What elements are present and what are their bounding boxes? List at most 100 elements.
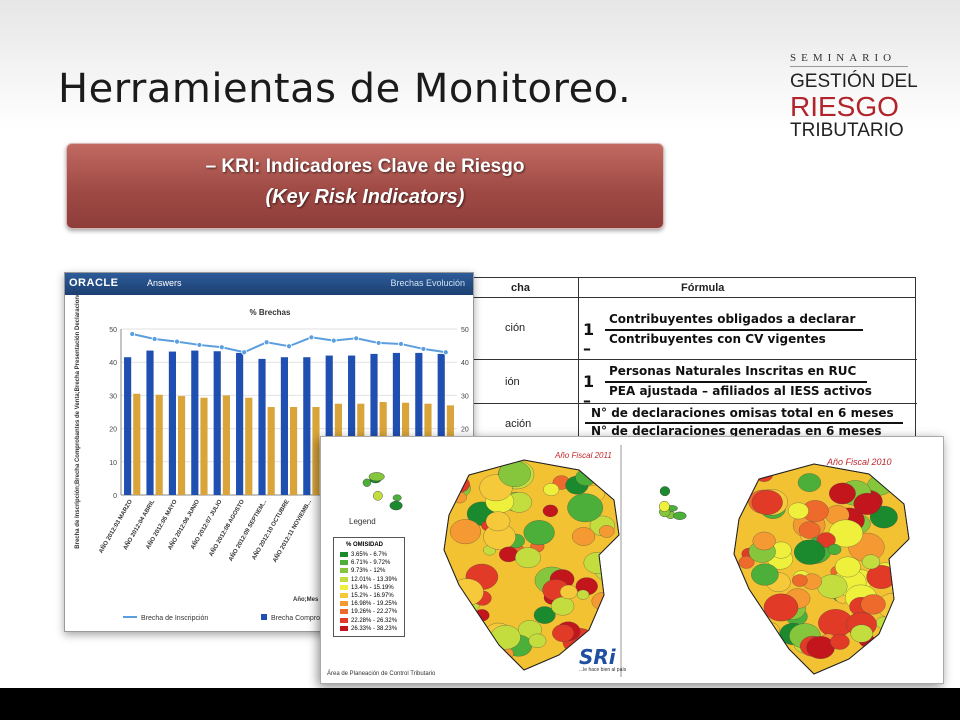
legend-item: 3.65% - 6.7%	[340, 552, 387, 559]
region	[834, 556, 861, 578]
island	[392, 494, 402, 502]
point-inscripcion	[263, 339, 270, 346]
sri-tagline: ...le hace bien al país	[579, 667, 627, 673]
legend-item: 22.28% - 26.32%	[340, 617, 398, 625]
point-inscripcion	[218, 344, 225, 351]
formula-denominator: Contribuyentes con CV vigentes	[609, 332, 826, 346]
logo-seminario: SEMINARIO	[790, 52, 908, 67]
table-row: ación N° de declaraciones omisas total e…	[461, 404, 917, 446]
region	[738, 555, 755, 569]
region	[485, 511, 511, 532]
formula-table: cha Fórmula ción 1 – Contribuyentes obli…	[460, 277, 917, 446]
oracle-logo: ORACLE	[69, 277, 119, 289]
legend-heading: % OMISIDAD	[346, 542, 384, 548]
region	[598, 525, 615, 538]
legend-item: 12.01% - 13.39%	[340, 576, 397, 584]
map-2011	[362, 459, 620, 671]
region	[792, 574, 808, 587]
y-tick-label: 20	[109, 427, 117, 434]
x-tick-label: AÑO 2012:11 NOVIEMB...	[271, 498, 313, 564]
region	[533, 606, 556, 624]
region	[490, 625, 521, 650]
bar-comprobantes	[124, 357, 132, 495]
region	[576, 589, 590, 600]
point-inscripcion	[286, 343, 292, 350]
legend-label: 16.98% - 19.25%	[351, 601, 398, 608]
region	[830, 633, 850, 650]
x-tick-label: AÑO 2012:09 SEPTIEM...	[227, 498, 268, 562]
region	[515, 547, 541, 568]
bar-comprobantes	[236, 352, 244, 495]
region	[816, 532, 836, 548]
legend-label: 22.28% - 26.32%	[351, 617, 398, 624]
bar-comprobantes	[146, 350, 154, 495]
legend-swatch	[340, 560, 348, 566]
formula-denominator: N° de declaraciones generadas en 6 meses	[591, 424, 882, 438]
legend-item: 19.26% - 22.27%	[340, 609, 397, 616]
bar-presentacion	[200, 397, 208, 495]
region	[449, 519, 481, 545]
fraction-bar	[585, 422, 903, 424]
region	[498, 460, 531, 487]
y-tick-label: 10	[109, 460, 117, 467]
bar-comprobantes	[348, 355, 356, 495]
legend-item: 6.71% - 9.72%	[340, 560, 390, 567]
logo-gestion: GESTIÓN DEL	[790, 71, 918, 92]
column-divider	[578, 278, 579, 446]
bar-comprobantes	[370, 353, 378, 495]
island	[373, 490, 383, 501]
formula-numerator: Personas Naturales Inscritas en RUC	[609, 364, 857, 378]
formula-table-header: cha Fórmula	[461, 278, 915, 298]
region	[523, 520, 555, 546]
legend-label: 26.33% - 38.23%	[351, 625, 398, 632]
formula-one: 1 –	[583, 372, 595, 410]
y-tick-label: 0	[113, 493, 117, 500]
bar-comprobantes	[258, 358, 266, 495]
y2-tick-label: 50	[461, 327, 469, 334]
legend-item: 13.4% - 15.19%	[340, 584, 394, 592]
seminar-logo: SEMINARIO GESTIÓN DEL RIESGO TRIBUTARIO	[790, 52, 920, 141]
region	[794, 539, 826, 565]
y-tick-label: 40	[109, 360, 117, 367]
bar-presentacion	[133, 393, 141, 495]
slide-title: Herramientas de Monitoreo.	[58, 66, 632, 112]
y2-tick-label: 30	[461, 393, 469, 400]
bar-comprobantes	[415, 352, 423, 495]
map-legend: % OMISIDAD 3.65% - 6.7% 6.71% - 9.72% 9.73…	[333, 537, 405, 637]
map-year-2011: Año Fiscal 2011	[555, 451, 612, 460]
formula-denominator: PEA ajustada – afiliados al IESS activos	[609, 384, 872, 398]
region	[850, 624, 873, 643]
omisidad-map-panel: Año Fiscal 2011 Año Fiscal 2010 Legend %…	[320, 436, 944, 684]
region	[528, 633, 547, 648]
point-inscripcion	[174, 338, 180, 345]
oracle-product: Answers	[147, 278, 182, 288]
legend-item: 15.2% - 16.97%	[340, 593, 394, 600]
table-row: ción 1 – Contribuyentes obligados a decl…	[461, 298, 917, 360]
bar-comprobantes	[303, 357, 311, 495]
point-inscripcion	[375, 340, 382, 346]
logo-riesgo: RIESGO	[790, 91, 899, 122]
kri-callout: – KRI: Indicadores Clave de Riesgo (Key …	[66, 143, 664, 229]
point-inscripcion	[308, 334, 315, 341]
region	[559, 584, 578, 600]
country-border	[443, 459, 620, 671]
point-inscripcion	[129, 331, 136, 337]
region	[446, 641, 471, 662]
formula-numerator: Contribuyentes obligados a declarar	[609, 312, 856, 326]
region	[575, 469, 597, 486]
point-inscripcion	[442, 349, 449, 356]
region	[499, 546, 519, 563]
table-row: ión 1 – Personas Naturales Inscritas en …	[461, 360, 917, 410]
y2-tick-label: 20	[461, 427, 469, 434]
region	[551, 596, 575, 616]
point-inscripcion	[151, 336, 158, 342]
legend-swatch-comprobantes	[261, 614, 267, 620]
oracle-view-name[interactable]: Brechas Evolución	[390, 278, 465, 288]
legend-title: Legend	[349, 517, 376, 526]
bar-presentacion	[245, 397, 253, 495]
region	[444, 589, 467, 608]
fraction-bar	[605, 381, 867, 383]
region	[860, 594, 886, 615]
region	[572, 527, 596, 546]
